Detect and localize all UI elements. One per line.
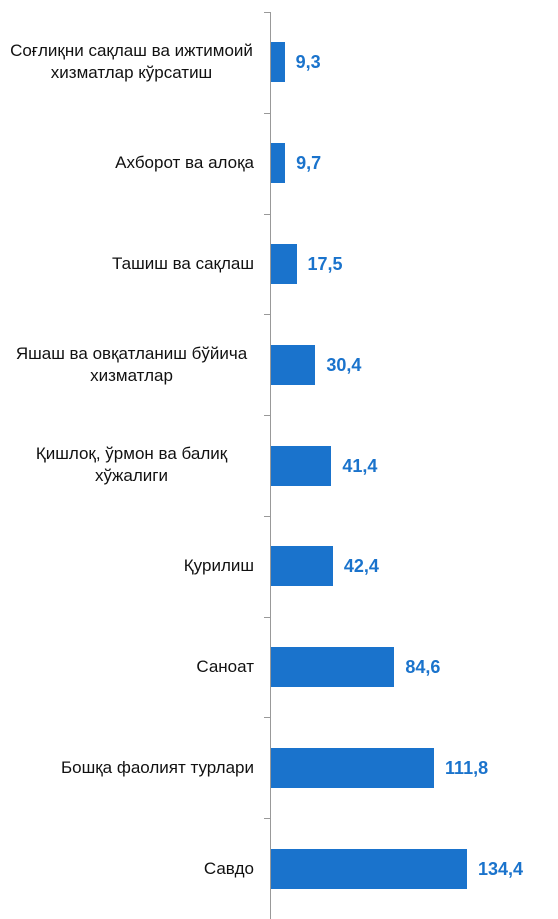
category-label: Қишлоқ, ўрмон ва балиқ хўжалиги [4, 415, 254, 516]
category-text: Яшаш ва овқатланиш бўйича хизматлар [9, 343, 254, 387]
axis-tick [264, 717, 270, 718]
category-text: Ташиш ва сақлаш [112, 253, 254, 275]
category-text: Қурилиш [184, 555, 254, 577]
category-text: Соғлиқни сақлаш ва ижтимоий хизматлар кў… [9, 40, 254, 84]
bar [271, 345, 315, 385]
value-label: 17,5 [308, 254, 343, 274]
axis-tick [264, 314, 270, 315]
category-label: Бошқа фаолият турлари [4, 717, 254, 818]
category-text: Бошқа фаолият турлари [61, 757, 254, 779]
chart: Соғлиқни сақлаш ва ижтимоий хизматлар кў… [0, 0, 558, 919]
value-label: 9,7 [296, 153, 321, 173]
axis-tick [264, 113, 270, 114]
value-label: 42,4 [344, 556, 379, 576]
bar [271, 446, 331, 486]
axis-tick [264, 617, 270, 618]
axis-tick [264, 516, 270, 517]
value-label: 111,8 [445, 758, 488, 778]
category-label: Савдо [4, 818, 254, 919]
value-label: 134,4 [478, 859, 523, 879]
bar [271, 42, 285, 82]
category-text: Қишлоқ, ўрмон ва балиқ хўжалиги [9, 443, 254, 487]
bar [271, 546, 333, 586]
bar [271, 849, 467, 889]
axis-tick [264, 818, 270, 819]
category-text: Савдо [204, 858, 254, 880]
value-label: 30,4 [326, 355, 361, 375]
category-label: Ташиш ва сақлаш [4, 214, 254, 315]
category-text: Саноат [196, 656, 254, 678]
category-label: Ахборот ва алоқа [4, 113, 254, 214]
value-label: 84,6 [405, 657, 440, 677]
bar [271, 244, 297, 284]
category-label: Соғлиқни сақлаш ва ижтимоий хизматлар кў… [4, 12, 254, 113]
bar [271, 748, 434, 788]
category-label: Қурилиш [4, 516, 254, 617]
value-label: 9,3 [296, 52, 321, 72]
axis-tick [264, 415, 270, 416]
category-label: Яшаш ва овқатланиш бўйича хизматлар [4, 314, 254, 415]
value-label: 41,4 [342, 456, 377, 476]
axis-tick [264, 214, 270, 215]
category-text: Ахборот ва алоқа [115, 152, 254, 174]
bar [271, 143, 285, 183]
bar [271, 647, 394, 687]
axis-tick [264, 12, 270, 13]
category-label: Саноат [4, 617, 254, 718]
